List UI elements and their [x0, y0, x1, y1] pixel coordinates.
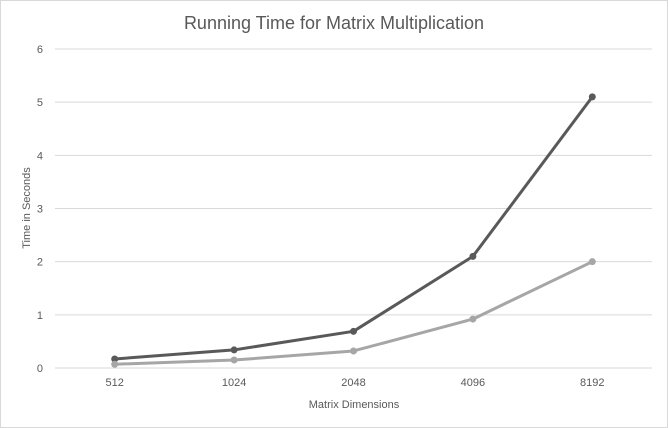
x-axis-label: Matrix Dimensions	[309, 399, 400, 411]
y-tick-label: 4	[37, 150, 43, 162]
data-point	[350, 347, 357, 355]
series-line-1	[113, 95, 594, 361]
x-tick-label: 8192	[580, 377, 604, 389]
y-axis-ticks: 0 1 2 3 4 5 6	[37, 44, 43, 375]
x-tick-label: 4096	[461, 377, 485, 389]
y-tick-label: 2	[37, 257, 43, 269]
data-point	[111, 360, 119, 368]
y-tick-label: 3	[37, 204, 43, 216]
data-point	[588, 258, 596, 266]
gridlines	[55, 48, 652, 369]
data-point	[230, 346, 238, 354]
chart-title: Running Time for Matrix Multiplication	[184, 13, 484, 33]
x-tick-label: 1024	[222, 377, 246, 389]
data-point	[469, 315, 477, 323]
data-point	[111, 355, 119, 363]
series-group	[111, 93, 596, 368]
y-axis-label: Time in Seconds	[21, 167, 33, 249]
x-tick-label: 512	[106, 377, 124, 389]
y-tick-label: 5	[37, 97, 43, 109]
y-tick-label: 6	[37, 44, 43, 56]
x-tick-label: 2048	[341, 377, 365, 389]
data-point	[350, 327, 357, 335]
data-point	[230, 356, 238, 364]
y-tick-label: 0	[37, 363, 43, 375]
y-tick-label: 1	[37, 310, 43, 322]
data-point	[469, 252, 477, 260]
data-point	[588, 93, 596, 101]
x-axis-ticks: 512 1024 2048 4096 8192	[106, 377, 605, 389]
